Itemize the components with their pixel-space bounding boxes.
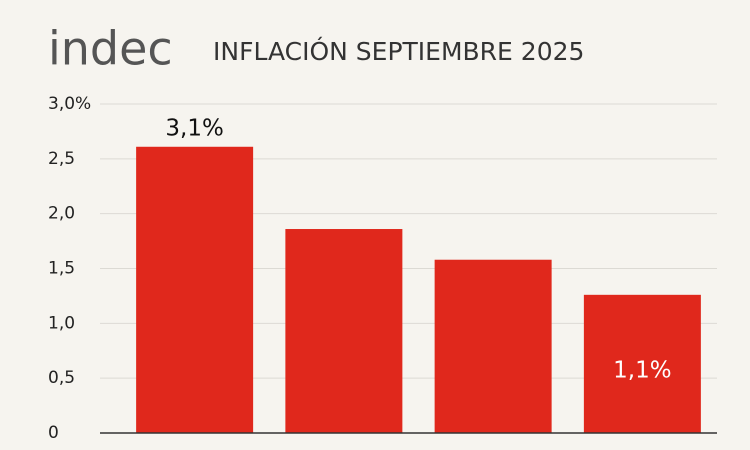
bar (434, 259, 552, 433)
y-tick-label: 0,5 (48, 368, 75, 388)
bar (285, 229, 403, 433)
annotation: 1,1% (613, 358, 671, 384)
bar (583, 294, 701, 433)
bar (136, 146, 254, 433)
y-tick-label: 0 (48, 423, 59, 443)
y-tick-label: 1,5 (48, 259, 75, 279)
y-tick-label: 1,0 (48, 313, 75, 333)
y-tick-label: 2,5 (48, 149, 75, 169)
chart-title: INFLACIÓN SEPTIEMBRE 2025 (213, 36, 584, 66)
y-tick-label: 3,0% (48, 94, 91, 114)
annotation: 3,1% (165, 115, 223, 141)
logo: indec (48, 22, 173, 76)
y-tick-label: 2,0 (48, 204, 75, 224)
